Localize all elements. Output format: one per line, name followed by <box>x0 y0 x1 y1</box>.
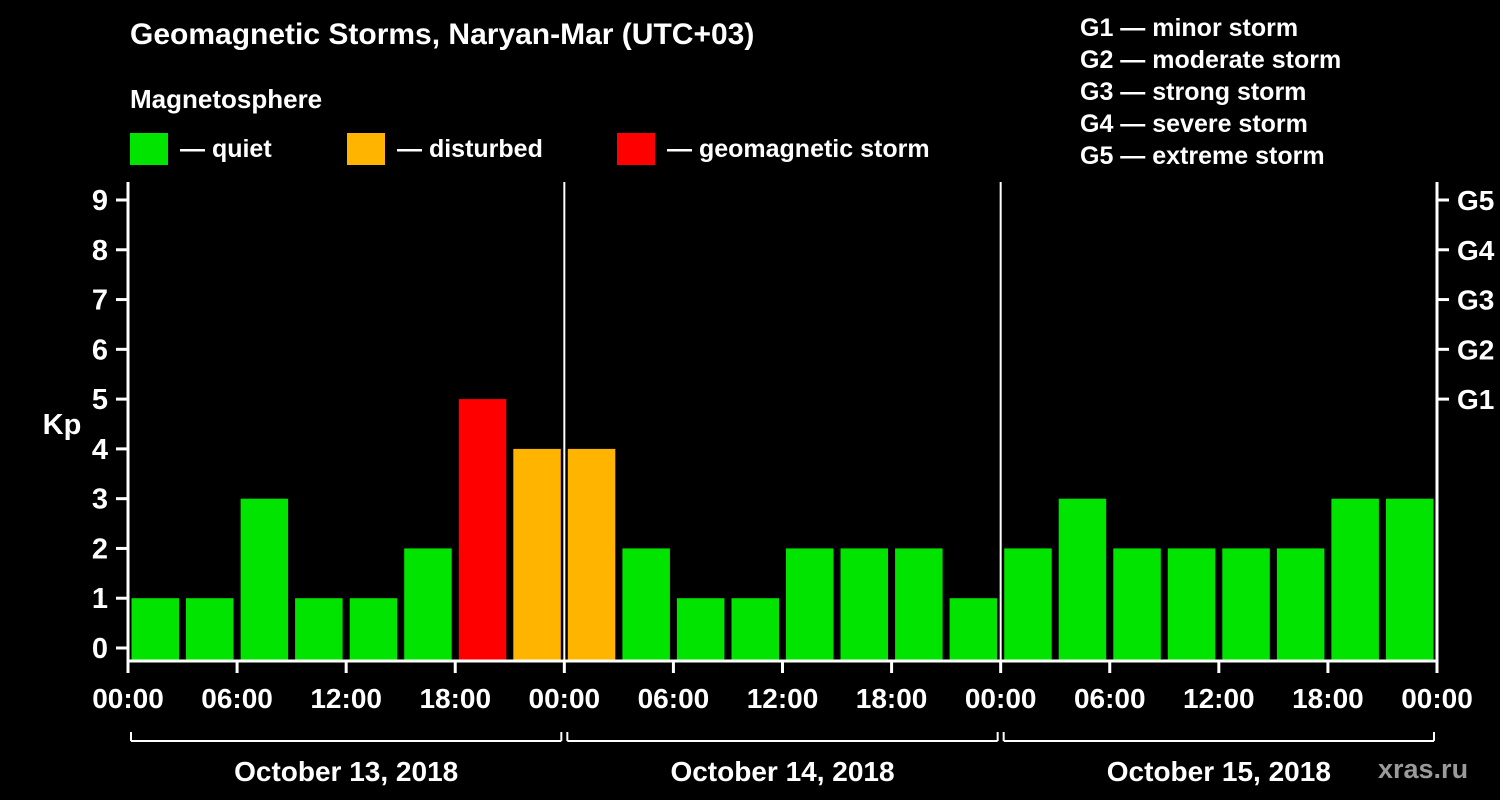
quiet-color-swatch <box>130 133 168 165</box>
y-tick-label: 0 <box>92 633 108 665</box>
x-tick-label: 00:00 <box>92 683 164 714</box>
g4-scale-label: G4 — severe storm <box>1080 110 1308 138</box>
storm-label: — geomagnetic storm <box>667 134 930 163</box>
storm-color-swatch <box>617 133 655 165</box>
kp-bar <box>295 598 343 661</box>
g-axis-label: G3 <box>1457 285 1494 316</box>
g1-scale-label: G1 — minor storm <box>1080 14 1299 42</box>
g3-scale-label: G3 — strong storm <box>1080 78 1307 106</box>
date-label: October 15, 2018 <box>1107 756 1331 787</box>
kp-bar <box>567 448 616 661</box>
kp-bar <box>404 548 452 661</box>
x-tick-label: 06:00 <box>638 683 710 714</box>
kp-bar <box>1058 498 1107 661</box>
kp-bar <box>786 548 834 661</box>
y-tick-label: 7 <box>92 285 108 317</box>
y-tick-label: 2 <box>92 533 108 565</box>
y-tick-label: 4 <box>92 434 108 466</box>
y-axis-title: Kp <box>43 409 82 441</box>
kp-bar <box>1222 548 1270 661</box>
kp-bar <box>676 598 725 661</box>
x-tick-label: 00:00 <box>529 683 601 714</box>
kp-bar <box>240 498 289 661</box>
g-axis-label: G4 <box>1457 235 1495 266</box>
watermark: xras.ru <box>1378 754 1469 784</box>
storm-scale-legend: G1 — minor storm G2 — moderate storm G3 … <box>1080 12 1341 172</box>
quiet-label: — quiet <box>180 134 272 163</box>
x-tick-label: 12:00 <box>1183 683 1255 714</box>
x-tick-label: 12:00 <box>747 683 819 714</box>
y-tick-label: 8 <box>92 235 108 267</box>
legend-item-quiet: — quiet <box>130 132 272 166</box>
legend-item-disturbed: — disturbed <box>347 132 543 166</box>
x-tick-label: 00:00 <box>1401 683 1473 714</box>
kp-bar <box>458 399 507 661</box>
disturbed-color-swatch <box>347 133 385 165</box>
date-label: October 14, 2018 <box>670 756 894 787</box>
g5-scale-label: G5 — extreme storm <box>1080 142 1325 170</box>
g-axis-label: G1 <box>1457 384 1494 415</box>
y-tick-label: 6 <box>92 334 108 366</box>
chart-title: Geomagnetic Storms, Naryan-Mar (UTC+03) <box>130 18 755 51</box>
legend-item-storm: — geomagnetic storm <box>617 132 930 166</box>
kp-bar <box>895 548 943 661</box>
kp-bar <box>131 598 179 661</box>
kp-bar <box>1276 548 1325 661</box>
kp-bar <box>622 548 670 661</box>
x-tick-label: 12:00 <box>310 683 382 714</box>
kp-bar <box>1113 548 1161 661</box>
kp-bar <box>731 598 779 661</box>
kp-bar <box>1167 548 1216 661</box>
x-tick-label: 06:00 <box>201 683 273 714</box>
g-axis-label: G2 <box>1457 334 1494 365</box>
x-tick-label: 18:00 <box>856 683 928 714</box>
y-tick-label: 3 <box>92 484 108 516</box>
disturbed-label: — disturbed <box>397 134 543 163</box>
y-tick-label: 1 <box>92 583 108 615</box>
kp-bar <box>1331 498 1379 661</box>
magnetosphere-label: Magnetosphere <box>130 84 323 114</box>
y-tick-label: 9 <box>92 185 108 217</box>
y-tick-label: 5 <box>92 384 108 416</box>
kp-bar <box>186 598 234 661</box>
g2-scale-label: G2 — moderate storm <box>1080 46 1342 74</box>
x-tick-label: 18:00 <box>419 683 491 714</box>
kp-bar <box>1004 548 1052 661</box>
kp-bar <box>840 548 888 661</box>
kp-bar <box>949 598 998 661</box>
x-tick-label: 00:00 <box>965 683 1037 714</box>
kp-bar <box>349 598 398 661</box>
kp-bar <box>513 448 561 661</box>
g-axis-label: G5 <box>1457 185 1494 216</box>
x-tick-label: 18:00 <box>1292 683 1364 714</box>
x-tick-label: 06:00 <box>1074 683 1146 714</box>
kp-bar <box>1386 498 1434 661</box>
date-label: October 13, 2018 <box>234 756 458 787</box>
